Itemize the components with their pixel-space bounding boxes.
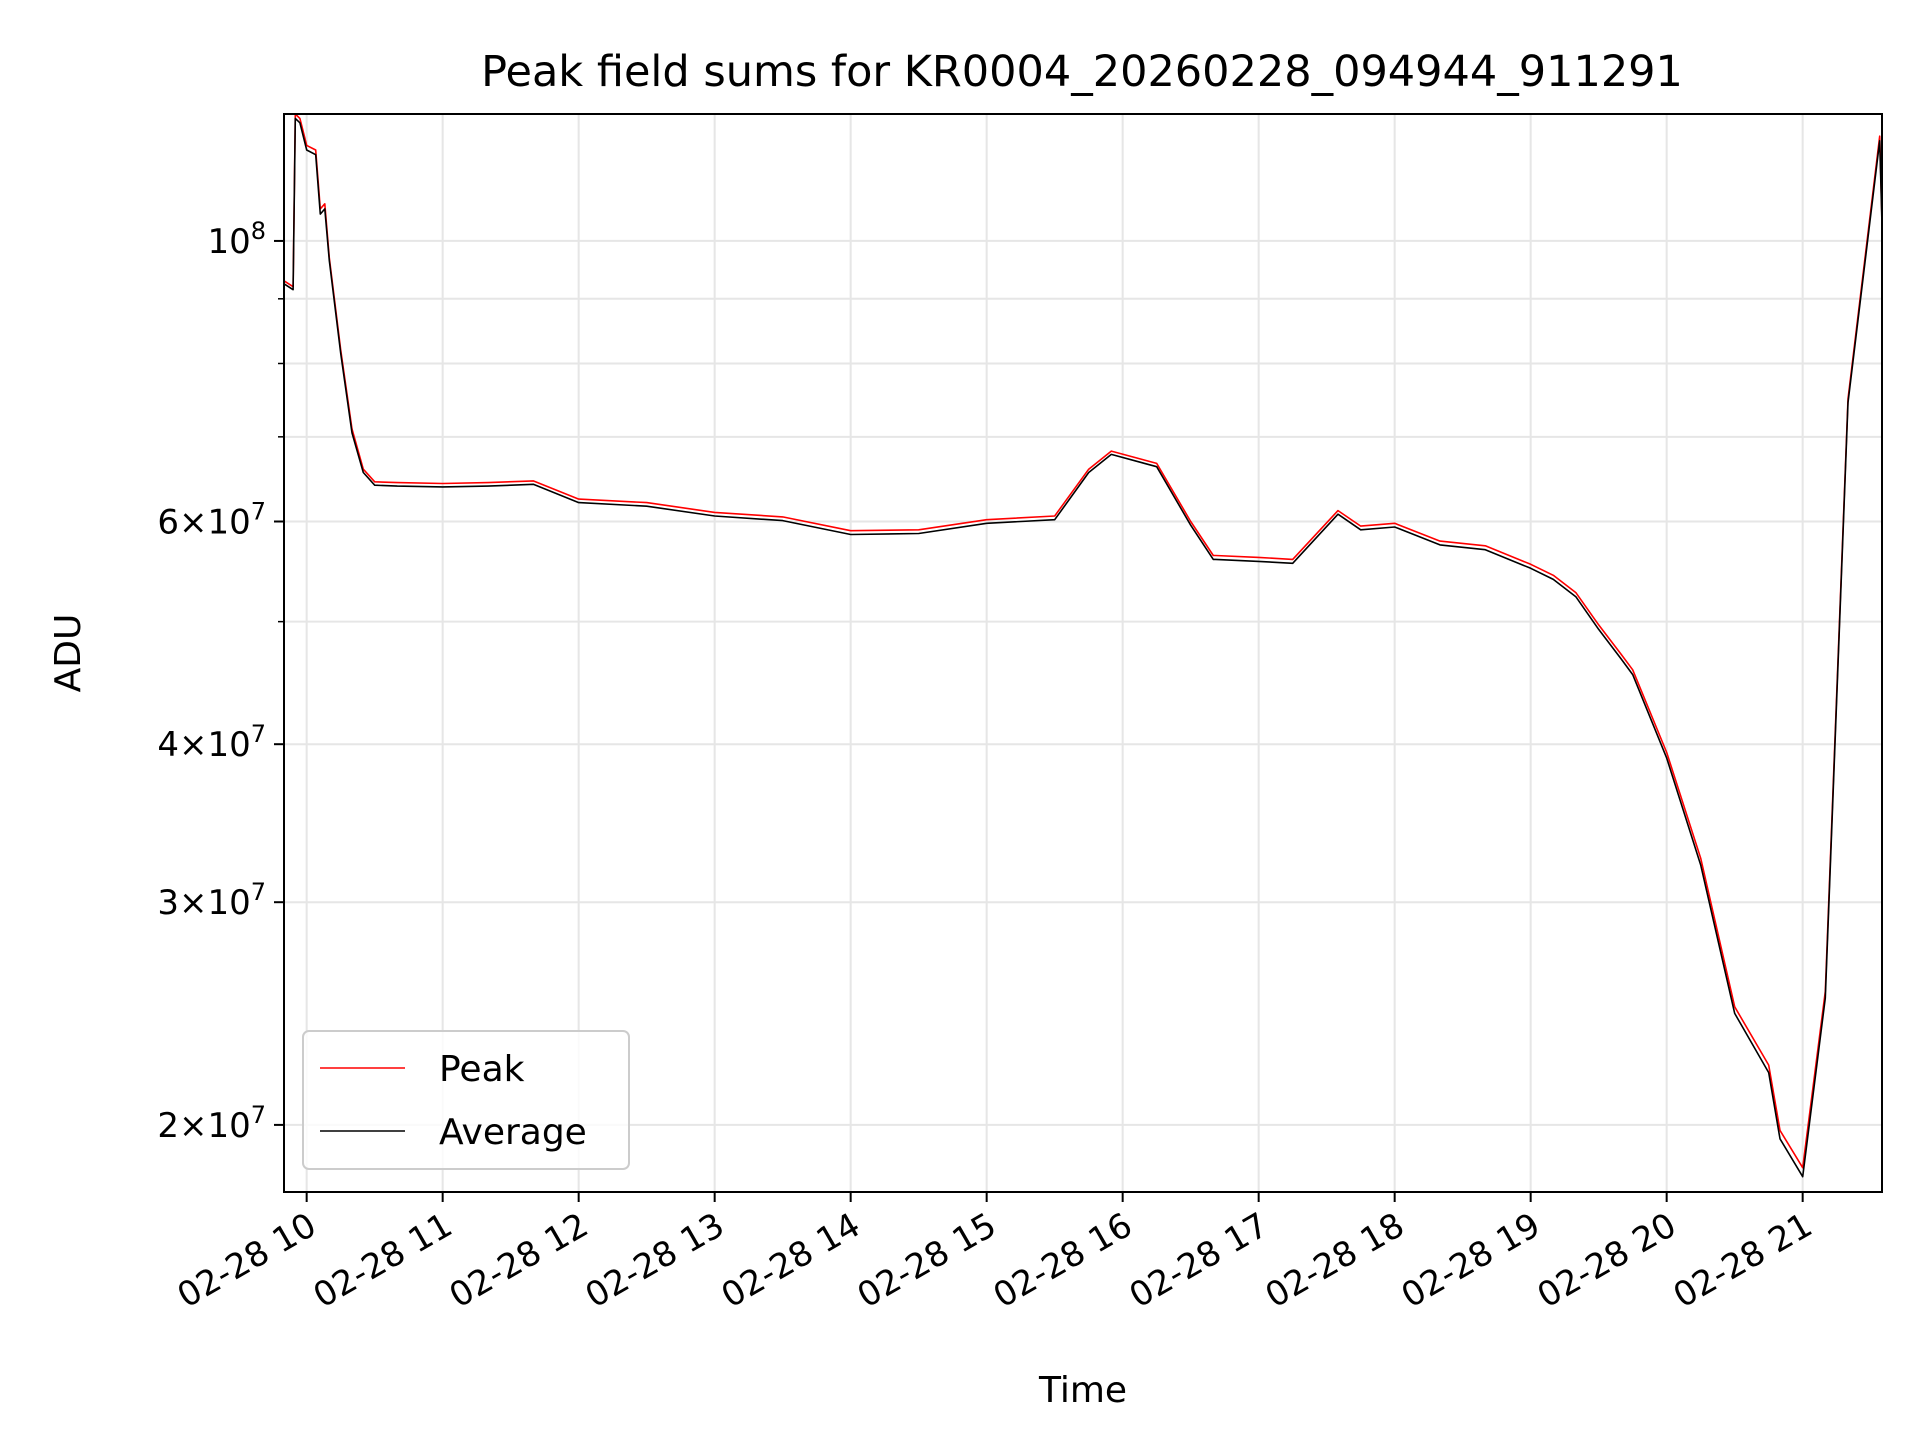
series-line-average [283, 117, 1883, 1178]
y-tick-label: 108 [207, 217, 266, 262]
legend: Peak Average [302, 1030, 630, 1170]
y-tick-label: 4×107 [157, 720, 266, 765]
series-layer [283, 113, 1883, 1178]
chart-title: Peak field sums for KR0004_20260228_0949… [481, 47, 1683, 97]
x-axis-label: Time [1038, 1370, 1127, 1411]
plot-frame [283, 113, 1883, 1193]
y-axis-label: ADU [48, 614, 89, 693]
legend-average-label: Average [439, 1112, 587, 1153]
y-tick-label: 6×107 [157, 498, 266, 543]
y-tick-label: 3×107 [157, 878, 266, 923]
y-tick-label: 2×107 [157, 1101, 266, 1146]
grid [284, 114, 1882, 1192]
legend-box [302, 1030, 630, 1170]
y-axis: 2×107 3×107 4×107 6×107 108 [157, 217, 284, 1146]
legend-peak-label: Peak [439, 1049, 525, 1090]
